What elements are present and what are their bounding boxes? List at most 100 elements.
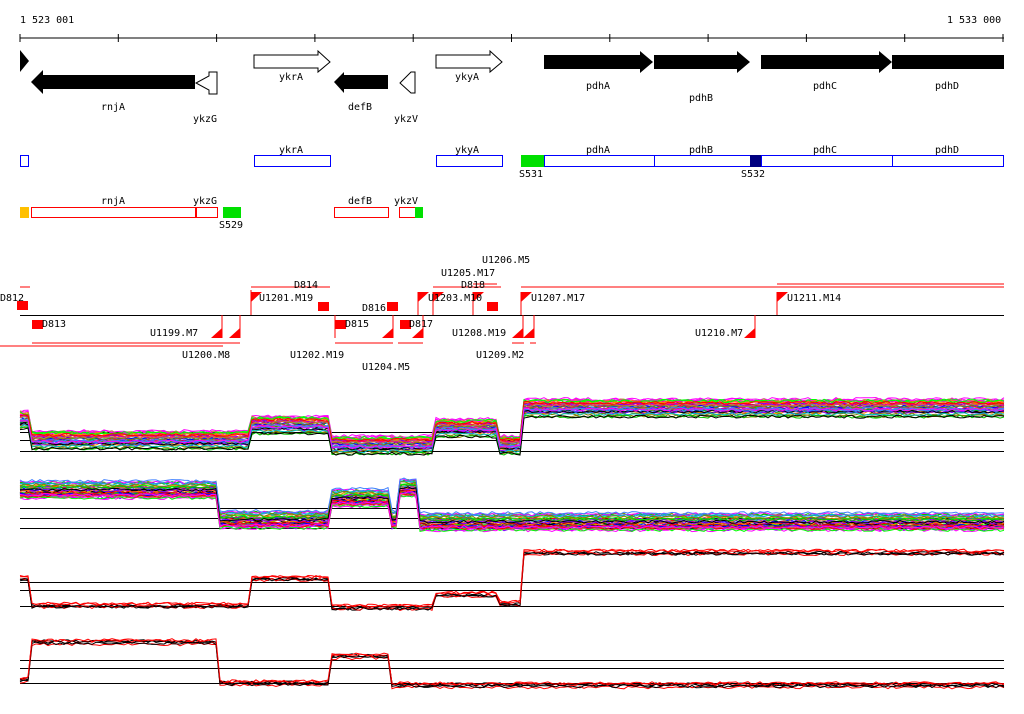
segment-label[interactable]: D816: [362, 303, 386, 314]
profile-track-4: [19, 638, 1005, 690]
gene-label: pdhD: [935, 81, 959, 92]
profile-line: [19, 477, 1005, 516]
gene-arrow-pdhB[interactable]: [654, 51, 750, 73]
segment-label[interactable]: U1203.M10: [428, 293, 482, 304]
profile-line: [19, 548, 1005, 608]
gene-label: ykzG: [193, 114, 217, 125]
segment-label[interactable]: D813: [42, 319, 66, 330]
blue-feature-ykyA[interactable]: [436, 155, 503, 167]
profile-line: [19, 486, 1005, 524]
profile-line: [19, 551, 1005, 611]
red-feature-rnjA[interactable]: [31, 207, 196, 218]
profile-line: [19, 638, 1005, 687]
segment-label[interactable]: U1204.M5: [362, 362, 410, 373]
blue-feature-label: pdhB: [689, 145, 713, 156]
segment-label[interactable]: D818: [461, 280, 485, 291]
segment-label[interactable]: U1206.M5: [482, 255, 530, 266]
gene-label: pdhC: [813, 81, 837, 92]
red-feature-label: rnjA: [101, 196, 125, 207]
gene-label: pdhA: [586, 81, 610, 92]
profile-line: [19, 551, 1005, 611]
profile-line: [19, 551, 1005, 611]
red-feature-track: [20, 207, 423, 218]
profile-line: [19, 642, 1005, 690]
gene-arrow-ykyA[interactable]: [435, 49, 503, 74]
red-feature-ykzG[interactable]: [196, 207, 218, 218]
blue-feature-pdhC[interactable]: [761, 155, 893, 167]
gene-arrow-pdhD[interactable]: [892, 55, 1004, 69]
segment-label[interactable]: D812: [0, 293, 24, 304]
profile-track-2: [19, 477, 1005, 533]
blue-feature-label: pdhD: [935, 145, 959, 156]
profile-line: [19, 639, 1005, 687]
segment-label[interactable]: U1202.M19: [290, 350, 344, 361]
site-marker-S532[interactable]: [750, 155, 761, 167]
red-feature-label: defB: [348, 196, 372, 207]
gene-arrow-ykzV[interactable]: [399, 71, 416, 94]
gene-arrow-ykrA[interactable]: [253, 49, 331, 74]
profile-line: [19, 409, 1005, 451]
gene-label: ykrA: [279, 72, 303, 83]
gene-label: ykzV: [394, 114, 418, 125]
profile-line: [19, 639, 1005, 688]
ruler: 1 523 001 1 533 000: [19, 15, 1004, 42]
profile-line: [19, 641, 1005, 689]
ruler-end-label: 1 533 000: [947, 15, 1001, 26]
profile-line: [19, 491, 1005, 530]
site-marker-S531[interactable]: [521, 155, 544, 167]
segment-label[interactable]: D817: [409, 319, 433, 330]
profile-line: [19, 481, 1005, 519]
segment-label[interactable]: U1209.M2: [476, 350, 524, 361]
gene-label: rnjA: [101, 102, 125, 113]
segment-label[interactable]: U1199.M7: [150, 328, 198, 339]
segment-label[interactable]: U1211.M14: [787, 293, 841, 304]
orange-marker[interactable]: [20, 207, 29, 218]
blue-feature-pdhD[interactable]: [892, 155, 1004, 167]
site-label: S531: [519, 169, 543, 180]
profile-line: [19, 412, 1005, 454]
gene-arrow-pdhC[interactable]: [761, 51, 892, 73]
segment-track: D812 U1201.M19 D814 D816 U1203.M10 U1205…: [0, 255, 1004, 373]
expression-profiles: [19, 396, 1005, 690]
blue-feature-label: ykrA: [279, 145, 303, 156]
segment-label[interactable]: U1210.M7: [695, 328, 743, 339]
segment-label[interactable]: U1207.M17: [531, 293, 585, 304]
gene-label: defB: [348, 102, 372, 113]
segment-label[interactable]: U1208.M19: [452, 328, 506, 339]
segment-label[interactable]: D814: [294, 280, 318, 291]
segment-label[interactable]: U1205.M17: [441, 268, 495, 279]
red-feature-defB[interactable]: [334, 207, 389, 218]
profile-line: [19, 412, 1005, 454]
red-feature-label: ykzV: [394, 196, 418, 207]
blue-feature-track: [20, 155, 1004, 167]
profile-line: [19, 484, 1005, 522]
site-label: S532: [741, 169, 765, 180]
blue-feature-label: ykyA: [455, 145, 479, 156]
green-marker[interactable]: [415, 207, 423, 218]
ruler-start-label: 1 523 001: [20, 15, 74, 26]
gene-track: rnjA ykzG ykrA defB ykzV ykyA pdhA pdhB …: [20, 49, 1004, 125]
blue-feature-pdhA[interactable]: [544, 155, 655, 167]
profile-line: [19, 398, 1005, 440]
gene-label: pdhB: [689, 93, 713, 104]
profile-line: [19, 407, 1005, 449]
blue-feature-label: pdhA: [586, 145, 610, 156]
profile-track-1: [19, 396, 1005, 456]
segment-label[interactable]: U1200.M8: [182, 350, 230, 361]
gene-arrow-ykzG[interactable]: [194, 71, 218, 95]
gene-arrow-defB[interactable]: [334, 72, 388, 93]
segment-label[interactable]: D815: [345, 319, 369, 330]
blue-feature[interactable]: [20, 155, 29, 167]
gene-arrow[interactable]: [20, 50, 29, 72]
blue-feature-pdhB[interactable]: [654, 155, 762, 167]
gene-arrow-rnjA[interactable]: [31, 70, 195, 94]
segment-label[interactable]: U1201.M19: [259, 293, 313, 304]
profile-line: [19, 400, 1005, 442]
gene-label: ykyA: [455, 72, 479, 83]
red-feature-label: ykzG: [193, 196, 217, 207]
blue-feature-ykrA[interactable]: [254, 155, 331, 167]
site-marker-S529[interactable]: [223, 207, 241, 218]
red-feature-ykzV[interactable]: [399, 207, 416, 218]
gene-arrow-pdhA[interactable]: [544, 51, 653, 73]
